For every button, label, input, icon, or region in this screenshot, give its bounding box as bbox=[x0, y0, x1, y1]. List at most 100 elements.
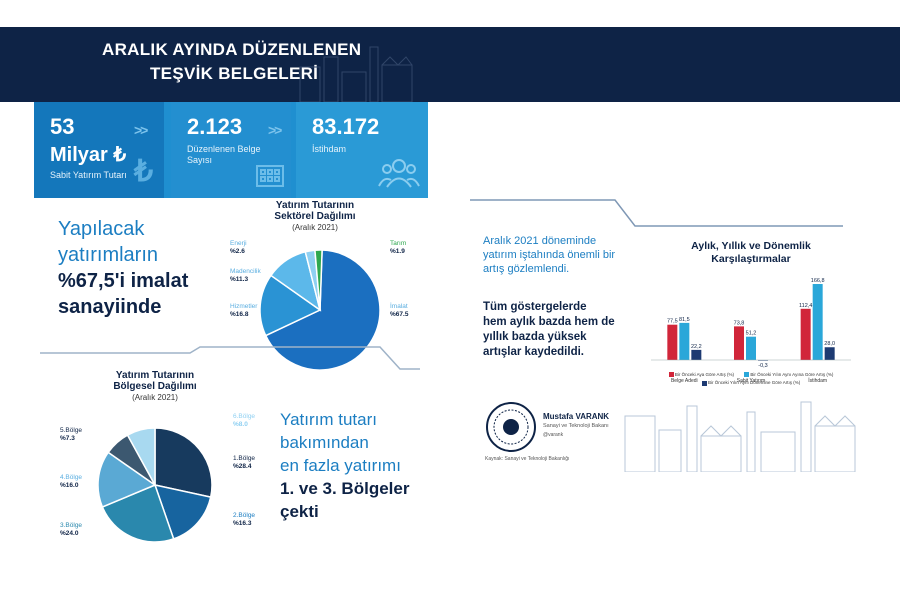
text-line-bold: Tüm göstergelerde bbox=[483, 301, 587, 313]
bar-0-2 bbox=[691, 349, 702, 360]
chart-subtitle: (Aralık 2021) bbox=[132, 393, 178, 402]
panel-divider bbox=[470, 199, 843, 227]
stat-value: 53 bbox=[50, 114, 75, 139]
slice-label-1-bolge: 1.Bölge %28.4 bbox=[233, 455, 256, 470]
pie-slice-tarım bbox=[314, 249, 323, 311]
bar-1-1 bbox=[746, 336, 756, 360]
slice-label-madencilik: Madencilik %11.3 bbox=[230, 268, 261, 283]
social-handle: @varank bbox=[543, 432, 564, 438]
bar-legend: Bir Önceki Aya Göre Artış (%) Bir Önceki… bbox=[651, 372, 851, 386]
chart-title: Yatırım Tutarının Sektörel Dağılımı bbox=[274, 200, 356, 222]
slice-label-6-bolge: 6.Bölge %8.0 bbox=[233, 413, 256, 428]
building-icon bbox=[256, 165, 284, 187]
text-line-bold: %67,5'i imalat bbox=[58, 270, 189, 292]
bar-value-label: 77,5 bbox=[667, 319, 678, 325]
people-icon bbox=[378, 159, 420, 188]
panel-text: Aralık 2021 döneminde yatırım iştahında … bbox=[483, 234, 643, 276]
slice-label-4-bolge: 4.Bölge %16.0 bbox=[60, 474, 83, 489]
bar-value-label: 28,0 bbox=[824, 341, 835, 347]
lira-icon: ₺ bbox=[134, 155, 154, 188]
bar-2-0 bbox=[800, 308, 811, 360]
stat-value: 2.123 bbox=[187, 114, 243, 139]
region-text: Yatırım tutarı bakımından en fazla yatır… bbox=[280, 408, 420, 523]
ministry-seal-icon bbox=[486, 402, 536, 452]
slice-label-5-bolge: 5.Bölge %7.3 bbox=[60, 427, 83, 442]
sector-pie-title: Yatırım Tutarının Sektörel Dağılımı (Ara… bbox=[255, 200, 375, 233]
stat-value-unit: Milyar ₺ bbox=[50, 144, 127, 166]
stat-value: 83.172 bbox=[312, 114, 380, 139]
legend-item: Bir Önceki Aya Göre Artış (%) bbox=[668, 372, 734, 378]
pie-slice-1-bölge bbox=[154, 427, 213, 498]
text-line: yatırımların bbox=[58, 244, 159, 266]
stat-label: Düzenlenen Belge Sayısı bbox=[187, 144, 261, 165]
factory-skyline-icon bbox=[299, 46, 413, 102]
page-title-line1: ARALIK AYINDA DÜZENLENEN bbox=[102, 40, 362, 59]
page-title-line2: TEŞVİK BELGELERİ bbox=[150, 64, 319, 83]
bar-2-2 bbox=[824, 347, 835, 360]
slice-label-3-bolge: 3.Bölge %24.0 bbox=[60, 522, 83, 537]
bar-value-label: 166,8 bbox=[811, 278, 825, 284]
slice-label-tarim: Tarım %1.9 bbox=[390, 240, 407, 255]
text-line-bold: artışlar kaydedildi. bbox=[483, 346, 584, 358]
text-line: bakımından bbox=[280, 433, 369, 452]
text-line: yatırım iştahında önemli bir bbox=[483, 249, 616, 261]
bar-value-label: 81,5 bbox=[679, 317, 690, 323]
pie-slice-2-bölge bbox=[153, 483, 212, 540]
header-banner bbox=[0, 27, 900, 102]
chevron-right-icon: >> bbox=[268, 122, 282, 138]
sector-pie-chart bbox=[259, 249, 381, 371]
factory-outline-icon bbox=[624, 401, 856, 472]
region-pie-chart bbox=[97, 427, 213, 543]
minister-role: Sanayi ve Teknoloji Bakanı bbox=[543, 423, 609, 429]
bar-2-1 bbox=[812, 284, 823, 360]
panel-bold-text: Tüm göstergelerde hem aylık bazda hem de… bbox=[483, 300, 653, 360]
stats-bar: 53 Milyar ₺ Sabit Yatırım Tutarı ₺ >> 2.… bbox=[34, 102, 428, 198]
text-line-bold: 1. ve 3. Bölgeler bbox=[280, 479, 410, 498]
stat-label: Sabit Yatırım Tutarı bbox=[50, 170, 127, 180]
bar-0-1 bbox=[679, 322, 690, 360]
text-line-bold: sanayiinde bbox=[58, 296, 162, 318]
text-line-bold: çekti bbox=[280, 502, 319, 521]
pie-slice-4-bölge bbox=[97, 451, 157, 508]
pie-slice-hizmetler bbox=[259, 274, 322, 337]
bar-value-label: 51,2 bbox=[746, 331, 757, 337]
stat-investment: 53 Milyar ₺ Sabit Yatırım Tutarı ₺ bbox=[34, 102, 164, 198]
slice-label-imalat: İmalat %67.5 bbox=[390, 303, 409, 318]
bar-value-label: 112,4 bbox=[799, 303, 812, 309]
legend-item: Bir Önceki Yılın Aynı Ayına Göre Artış (… bbox=[744, 372, 833, 378]
bar-value-label: -0,3 bbox=[758, 363, 767, 369]
pie-slice-3-bölge bbox=[101, 484, 175, 543]
source-note: Kaynak: Sanayi ve Teknoloji Bakanlığı bbox=[485, 456, 570, 462]
chart-subtitle: (Aralık 2021) bbox=[292, 223, 338, 232]
category-label: İstihdam bbox=[808, 377, 827, 384]
pie-slice-i-malat bbox=[264, 249, 381, 371]
stat-documents: 2.123 Düzenlenen Belge Sayısı bbox=[171, 102, 291, 198]
text-line: Yatırım tutarı bbox=[280, 410, 377, 429]
manufacturing-text: Yapılacak yatırımların %67,5'i imalat sa… bbox=[58, 216, 218, 320]
minister-name: Mustafa VARANK bbox=[543, 412, 610, 421]
comparison-bar-chart: 77,5 81,5 22,2 Belge Adedi 73,851,2 -0,3 Sabit… bbox=[651, 278, 851, 384]
text-line-bold: hem aylık bazda hem de bbox=[483, 316, 615, 328]
chart-title: Yatırım Tutarının Bölgesel Dağılımı bbox=[113, 370, 197, 392]
text-line-bold: yıllık bazda yüksek bbox=[483, 331, 587, 343]
slice-label-enerji: Enerji %2.6 bbox=[230, 240, 247, 255]
bar-value-label: 73,8 bbox=[734, 320, 745, 326]
chevron-right-icon: >> bbox=[134, 122, 148, 138]
category-label: Belge Adedi bbox=[671, 378, 698, 384]
pie-slice-6-bölge bbox=[126, 427, 156, 486]
legend-item: Bir Önceki Yılın Aynı Dönemine Göre Artı… bbox=[651, 380, 851, 386]
bar-0-0 bbox=[667, 324, 678, 360]
text-line: Yapılacak bbox=[58, 218, 145, 240]
section-divider bbox=[40, 346, 420, 370]
comparison-panel: Aralık 2021 döneminde yatırım iştahında … bbox=[455, 196, 865, 472]
bar-value-label: 22,2 bbox=[691, 344, 702, 350]
bar-chart-title: Aylık, Yıllık ve Dönemlik Karşılaştırmal… bbox=[691, 240, 811, 265]
stat-label: İstihdam bbox=[312, 144, 347, 154]
stat-employment: 83.172 İstihdam bbox=[296, 102, 428, 198]
text-line: artış gözlemlendi. bbox=[483, 263, 570, 275]
text-line: en fazla yatırımı bbox=[280, 456, 401, 475]
slice-label-2-bolge: 2.Bölge %16.3 bbox=[233, 512, 256, 527]
text-line: Aralık 2021 döneminde bbox=[483, 235, 597, 247]
category-label: Sabit Yatırım bbox=[737, 378, 765, 384]
region-pie-title: Yatırım Tutarının Bölgesel Dağılımı (Ara… bbox=[95, 370, 215, 403]
